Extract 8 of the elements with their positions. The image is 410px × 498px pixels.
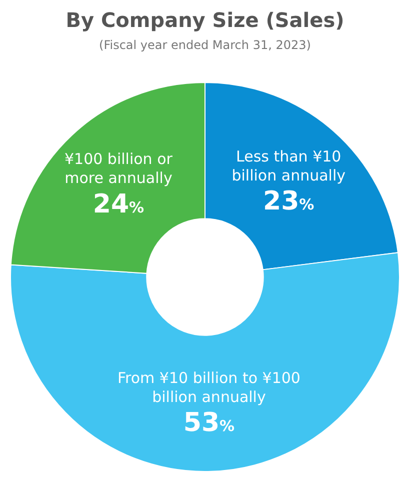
chart-title: By Company Size (Sales) — [64, 8, 346, 32]
slice-label: Less than ¥10 billion annually — [232, 148, 346, 185]
slice-label: From ¥10 billion to ¥100 billion annually — [117, 368, 300, 406]
slice-label: ¥100 billion or more annually — [64, 150, 174, 188]
data-label: 53% — [183, 408, 235, 438]
data-label: 23% — [263, 186, 314, 217]
data-label: 24% — [92, 189, 144, 220]
chart-subtitle: (Fiscal year ended March 31, 2023) — [98, 38, 312, 52]
